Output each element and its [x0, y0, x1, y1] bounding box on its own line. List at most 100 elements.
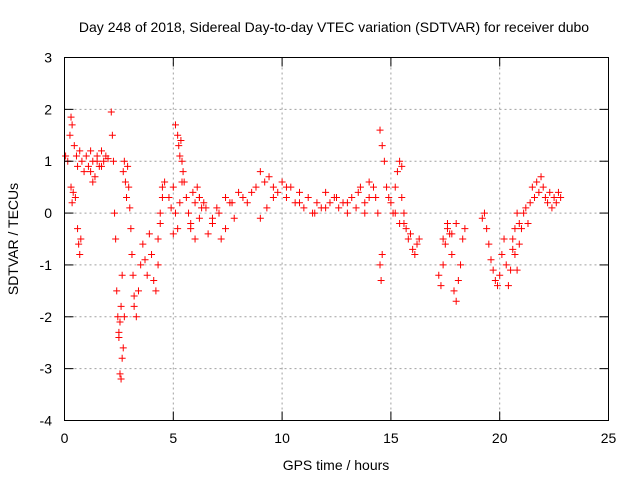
- data-point: [120, 157, 128, 165]
- data-point: [400, 219, 408, 227]
- data-point: [87, 147, 95, 155]
- data-point: [511, 251, 519, 259]
- data-point: [113, 287, 121, 295]
- data-point: [544, 199, 552, 207]
- data-point: [104, 155, 112, 163]
- data-point: [500, 235, 508, 243]
- data-point: [354, 188, 362, 196]
- data-point: [174, 131, 182, 139]
- data-point: [74, 162, 82, 170]
- data-point: [134, 287, 142, 295]
- data-point: [169, 230, 177, 238]
- data-point: [243, 199, 251, 207]
- data-point: [76, 251, 84, 259]
- data-point: [178, 157, 186, 165]
- data-point: [178, 178, 186, 186]
- data-point: [161, 178, 169, 186]
- data-point: [74, 225, 82, 233]
- data-point: [175, 142, 183, 150]
- data-point: [82, 152, 90, 160]
- data-point: [174, 225, 182, 233]
- data-point: [182, 194, 190, 202]
- data-point: [274, 188, 282, 196]
- data-point: [222, 225, 230, 233]
- y-tick-label: -2: [40, 309, 53, 325]
- data-point: [491, 276, 499, 284]
- plot-area-border: [64, 57, 609, 421]
- data-point: [116, 370, 124, 378]
- y-tick-label: -3: [40, 361, 53, 377]
- data-point: [154, 235, 162, 243]
- data-point: [513, 266, 521, 274]
- data-point: [230, 214, 238, 222]
- data-point: [400, 209, 408, 217]
- data-point: [435, 271, 443, 279]
- data-points: [62, 108, 565, 383]
- data-point: [117, 302, 125, 310]
- data-point: [132, 313, 140, 321]
- data-point: [204, 230, 212, 238]
- data-point: [67, 113, 75, 121]
- data-point: [557, 194, 565, 202]
- data-point: [406, 230, 414, 238]
- data-point: [494, 282, 502, 290]
- data-point: [541, 194, 549, 202]
- y-tick-label: 1: [44, 153, 52, 169]
- data-point: [448, 251, 456, 259]
- data-point: [71, 194, 79, 202]
- data-point: [112, 235, 120, 243]
- data-point: [185, 209, 193, 217]
- y-tick-label: 2: [44, 101, 52, 117]
- x-tick-labels: 0 5 10 15 20 25: [61, 430, 617, 446]
- data-point: [156, 219, 164, 227]
- data-point: [361, 199, 369, 207]
- data-point: [130, 292, 138, 300]
- data-point: [145, 230, 153, 238]
- data-point: [537, 173, 545, 181]
- data-point: [107, 108, 115, 116]
- data-point: [393, 168, 401, 176]
- data-point: [195, 214, 203, 222]
- data-point: [191, 199, 199, 207]
- data-point: [454, 276, 462, 284]
- data-point: [158, 183, 166, 191]
- data-point: [282, 183, 290, 191]
- data-point: [123, 194, 131, 202]
- data-point: [402, 225, 410, 233]
- data-point: [158, 194, 166, 202]
- data-point: [485, 240, 493, 248]
- data-point: [200, 199, 208, 207]
- data-point: [75, 240, 83, 248]
- data-point: [517, 225, 525, 233]
- data-point: [443, 225, 451, 233]
- data-point: [526, 199, 534, 207]
- data-point: [261, 178, 269, 186]
- data-point: [313, 199, 321, 207]
- data-point: [252, 183, 260, 191]
- data-point: [115, 334, 123, 342]
- data-point: [256, 168, 264, 176]
- data-point: [269, 183, 277, 191]
- data-point: [372, 194, 380, 202]
- x-tick-label: 20: [492, 430, 508, 446]
- data-point: [296, 188, 304, 196]
- x-tick-label: 10: [274, 430, 290, 446]
- data-point: [97, 162, 105, 170]
- data-point: [91, 173, 99, 181]
- y-tick-label: 3: [44, 50, 52, 66]
- data-point: [550, 194, 558, 202]
- data-point: [554, 188, 562, 196]
- data-point: [391, 209, 399, 217]
- data-point: [100, 157, 108, 165]
- data-point: [239, 194, 247, 202]
- data-point: [169, 183, 177, 191]
- data-point: [361, 209, 369, 217]
- data-point: [504, 282, 512, 290]
- data-point: [150, 276, 158, 284]
- data-point: [378, 251, 386, 259]
- data-point: [118, 271, 126, 279]
- data-point: [193, 183, 201, 191]
- data-point: [391, 183, 399, 191]
- data-point: [376, 261, 384, 269]
